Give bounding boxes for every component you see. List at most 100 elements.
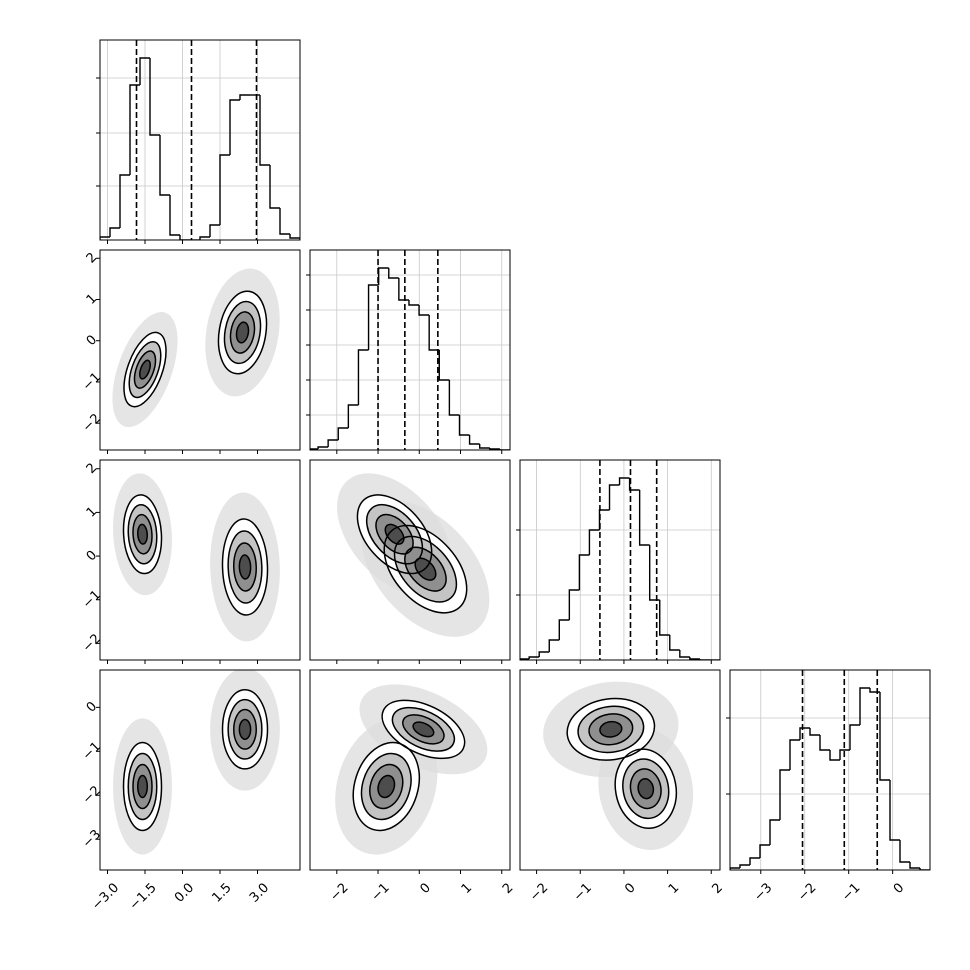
histogram-step <box>149 58 160 136</box>
histogram-step <box>367 284 379 350</box>
histogram-step <box>199 236 210 240</box>
panel-frame <box>99 459 301 661</box>
panel-frame <box>309 249 511 451</box>
contour <box>127 504 158 565</box>
histogram-step <box>699 659 710 660</box>
histogram-step <box>849 724 860 750</box>
histogram-step <box>129 84 140 175</box>
contour <box>221 689 269 770</box>
histogram-step <box>879 692 890 781</box>
panel <box>730 670 930 870</box>
histogram-step <box>819 735 830 751</box>
histogram-step <box>499 449 510 450</box>
histogram-step <box>337 427 349 440</box>
histogram-step <box>598 509 610 530</box>
x-tick-label: 0 <box>622 880 638 896</box>
x-tick-label: −1 <box>571 880 595 904</box>
x-tick-label: −1.5 <box>127 880 160 913</box>
histogram-step <box>478 444 490 449</box>
contour <box>238 718 252 740</box>
density-fill <box>137 775 148 798</box>
contour <box>391 706 456 752</box>
contour <box>137 523 149 545</box>
contour <box>229 311 256 354</box>
histogram-step <box>779 769 790 820</box>
histogram-step <box>749 857 760 865</box>
panel <box>100 40 300 240</box>
contour <box>238 554 252 580</box>
histogram-step <box>109 227 120 237</box>
contour <box>622 758 670 820</box>
panel-frame <box>519 669 721 871</box>
histogram-step <box>317 446 329 449</box>
x-tick-label: −3 <box>751 880 775 904</box>
x-tick-label: −2 <box>795 880 819 904</box>
histogram-step <box>829 750 840 761</box>
y-tick-label: 2 <box>84 250 100 266</box>
contour <box>233 542 258 592</box>
histogram-step <box>628 478 640 491</box>
contour <box>393 535 458 603</box>
panel <box>337 473 490 637</box>
density-fill <box>239 554 251 579</box>
x-tick-label: −1 <box>369 880 393 904</box>
contour <box>127 752 158 821</box>
contour <box>629 768 662 810</box>
x-tick-label: −2 <box>527 880 551 904</box>
contour <box>223 300 262 365</box>
histogram-step <box>279 208 290 235</box>
histogram-step <box>618 477 630 485</box>
x-tick-label: 2 <box>500 880 516 896</box>
histogram-step <box>520 658 530 660</box>
contour <box>132 763 153 810</box>
panel <box>520 460 720 660</box>
histogram-step <box>448 380 460 416</box>
contour <box>577 705 645 754</box>
histogram-step <box>100 236 110 240</box>
contour <box>227 530 263 604</box>
histogram-step <box>799 727 810 740</box>
histogram-step <box>289 234 300 239</box>
contour <box>123 331 167 408</box>
panel <box>113 473 280 642</box>
contour <box>383 524 468 614</box>
histogram-step <box>869 688 880 693</box>
histogram-step <box>418 305 430 316</box>
histogram-step <box>739 864 750 868</box>
contour <box>132 513 153 555</box>
histogram-step <box>548 639 560 652</box>
histogram-step <box>357 349 369 405</box>
histogram-step <box>259 95 270 166</box>
panel <box>335 684 488 855</box>
contour <box>356 494 433 575</box>
density-fill <box>638 778 654 799</box>
y-tick-label: 1 <box>84 291 100 307</box>
x-tick-label: −2 <box>327 880 351 904</box>
histogram-step <box>219 154 230 225</box>
y-tick-label: 2 <box>84 461 100 477</box>
panel <box>112 268 280 428</box>
y-tick-label: 0 <box>84 548 100 564</box>
contour <box>227 698 263 760</box>
contour <box>614 748 678 829</box>
density-fill <box>378 775 395 798</box>
contour <box>384 523 405 545</box>
histogram-step <box>759 844 770 858</box>
histogram-step <box>489 448 500 450</box>
contour <box>217 290 268 375</box>
contour <box>381 699 466 760</box>
contour <box>402 714 445 745</box>
histogram-step <box>428 315 440 351</box>
density-fill <box>599 721 622 738</box>
y-tick-label: 0 <box>84 699 100 715</box>
histogram-step <box>458 415 470 436</box>
y-tick-label: 1 <box>84 504 100 520</box>
histogram-step <box>468 435 480 445</box>
contour <box>365 504 424 565</box>
panel <box>543 681 694 851</box>
x-tick-label: 1 <box>459 880 475 896</box>
histogram-step <box>327 439 339 447</box>
histogram-step <box>859 687 870 725</box>
